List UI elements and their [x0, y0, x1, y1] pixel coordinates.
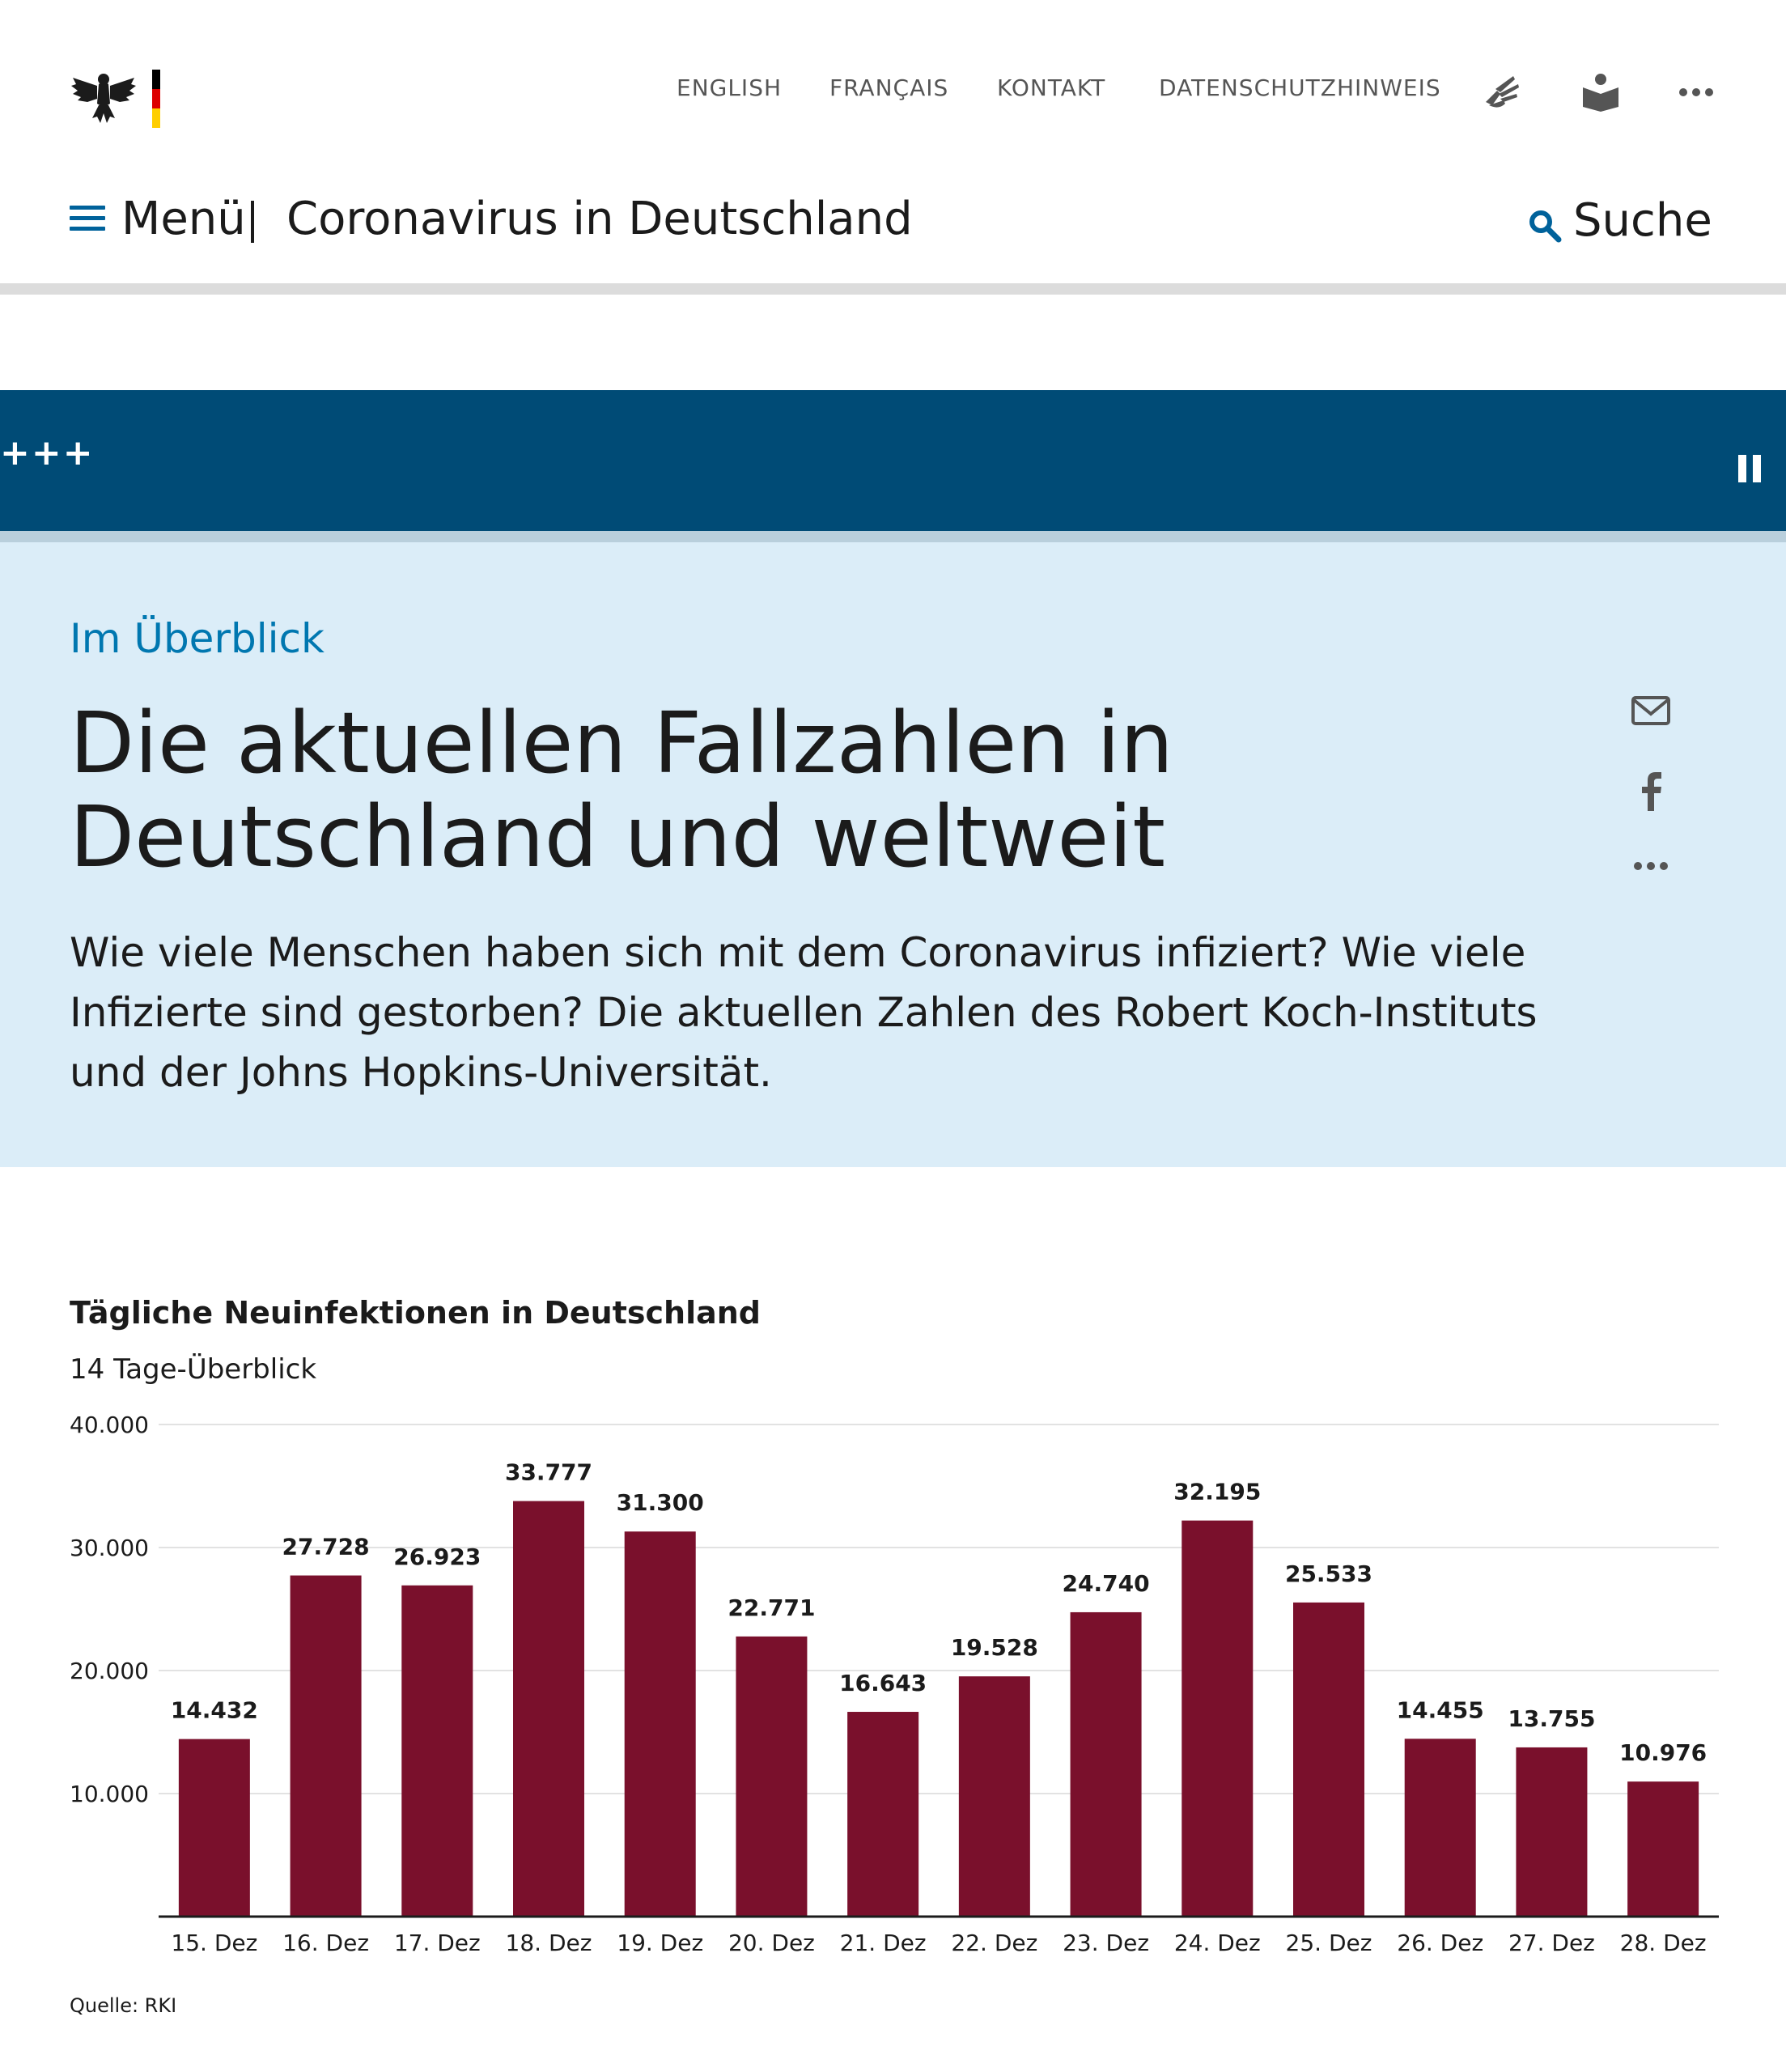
- nav-kontakt-link[interactable]: KONTAKT: [997, 74, 1106, 101]
- bar: [178, 1739, 250, 1917]
- page-title: Die aktuellen Fallzahlen in Deutschland …: [70, 694, 1174, 886]
- x-tick-label: 27. Dez: [1508, 1930, 1595, 1956]
- bar-value-label: 22.771: [728, 1594, 815, 1621]
- lead-text: Wie viele Menschen haben sich mit dem Co…: [70, 929, 1538, 1096]
- x-tick-label: 18. Dez: [506, 1930, 592, 1956]
- more-icon[interactable]: [1675, 70, 1717, 112]
- bar: [958, 1676, 1030, 1917]
- bar: [290, 1575, 362, 1917]
- bar: [1070, 1611, 1142, 1917]
- x-tick-label: 23. Dez: [1063, 1930, 1149, 1956]
- top-bar: ENGLISH FRANÇAIS KONTAKT DATENSCHUTZHINW…: [0, 0, 1786, 285]
- easy-language-icon[interactable]: [1580, 70, 1622, 112]
- bar-value-label: 14.455: [1397, 1696, 1484, 1723]
- bar-value-label: 14.432: [171, 1697, 258, 1724]
- x-tick-label: 25. Dez: [1286, 1930, 1372, 1956]
- sign-language-icon[interactable]: [1481, 70, 1523, 112]
- bar-value-label: 31.300: [617, 1489, 704, 1516]
- site-title[interactable]: Coronavirus in Deutschland: [286, 193, 913, 245]
- kicker: Im Überblick: [70, 615, 325, 662]
- y-tick-label: 30.000: [70, 1535, 149, 1561]
- news-ticker[interactable]: +++: [0, 390, 1786, 531]
- bar: [624, 1531, 696, 1917]
- bar-value-label: 24.740: [1063, 1570, 1150, 1597]
- search-icon: [1529, 210, 1562, 243]
- ticker-text[interactable]: +++: [0, 432, 95, 473]
- x-tick-label: 26. Dez: [1397, 1930, 1483, 1956]
- menu-separator: [251, 201, 254, 243]
- x-tick-label: 15. Dez: [171, 1930, 257, 1956]
- x-tick-label: 28. Dez: [1620, 1930, 1707, 1956]
- bar-chart: 10.000 20.000 30.000 40.000 14.432 15. Dez 27.…: [70, 1412, 1719, 1956]
- nav-english-link[interactable]: ENGLISH: [677, 74, 783, 101]
- x-tick-label: 20. Dez: [728, 1930, 815, 1956]
- y-tick-label: 10.000: [70, 1781, 149, 1807]
- x-tick-label: 24. Dez: [1174, 1930, 1261, 1956]
- main-header: Menü Coronavirus in Deutschland Suche: [0, 186, 1786, 259]
- x-tick-label: 19. Dez: [617, 1930, 703, 1956]
- search-label: Suche: [1573, 194, 1712, 247]
- bar-value-label: 25.533: [1285, 1560, 1372, 1587]
- facebook-icon[interactable]: [1627, 767, 1675, 816]
- x-tick-label: 22. Dez: [951, 1930, 1037, 1956]
- bar-value-label: 27.728: [282, 1534, 370, 1560]
- y-tick-label: 40.000: [70, 1412, 149, 1438]
- bar-value-label: 13.755: [1508, 1705, 1595, 1732]
- bar-value-label: 19.528: [951, 1634, 1038, 1661]
- nav-francais-link[interactable]: FRANÇAIS: [829, 74, 949, 101]
- hamburger-menu-icon[interactable]: [70, 206, 105, 235]
- x-tick-label: 17. Dez: [394, 1930, 481, 1956]
- bar: [1404, 1739, 1476, 1917]
- x-tick-label: 21. Dez: [840, 1930, 927, 1956]
- nav-datenschutz-link[interactable]: DATENSCHUTZHINWEIS: [1159, 74, 1441, 101]
- more-share-icon[interactable]: [1627, 842, 1675, 890]
- bar: [1181, 1520, 1254, 1917]
- chart-subtitle: 14 Tage-Überblick: [70, 1353, 317, 1386]
- mail-icon[interactable]: [1627, 686, 1675, 735]
- bar: [1627, 1781, 1699, 1917]
- bar: [1293, 1602, 1364, 1917]
- bar-value-label: 16.643: [839, 1670, 927, 1696]
- search-button[interactable]: Suche: [1528, 194, 1722, 251]
- bar: [736, 1636, 808, 1917]
- ticker-divider: [0, 531, 1786, 542]
- bar-value-label: 10.976: [1619, 1739, 1707, 1766]
- bar-value-label: 26.923: [393, 1543, 481, 1570]
- service-navigation: ENGLISH FRANÇAIS KONTAKT DATENSCHUTZHINW…: [0, 74, 1786, 107]
- pause-icon[interactable]: [1738, 455, 1761, 482]
- bar-value-label: 32.195: [1173, 1479, 1261, 1505]
- bar: [401, 1585, 473, 1917]
- bar: [847, 1712, 919, 1917]
- chart-title: Tägliche Neuinfektionen in Deutschland: [70, 1295, 761, 1331]
- menu-button[interactable]: Menü: [121, 193, 246, 245]
- x-tick-label: 16. Dez: [282, 1930, 369, 1956]
- header-divider: [0, 283, 1786, 295]
- y-tick-label: 20.000: [70, 1658, 149, 1684]
- intro-section: Im Überblick Die aktuellen Fallzahlen in…: [0, 542, 1786, 1167]
- chart-source: Quelle: RKI: [70, 1994, 177, 2017]
- bar: [513, 1501, 584, 1917]
- federal-eagle-logo[interactable]: [70, 66, 167, 131]
- bar: [1516, 1747, 1588, 1917]
- bar-value-label: 33.777: [505, 1459, 592, 1486]
